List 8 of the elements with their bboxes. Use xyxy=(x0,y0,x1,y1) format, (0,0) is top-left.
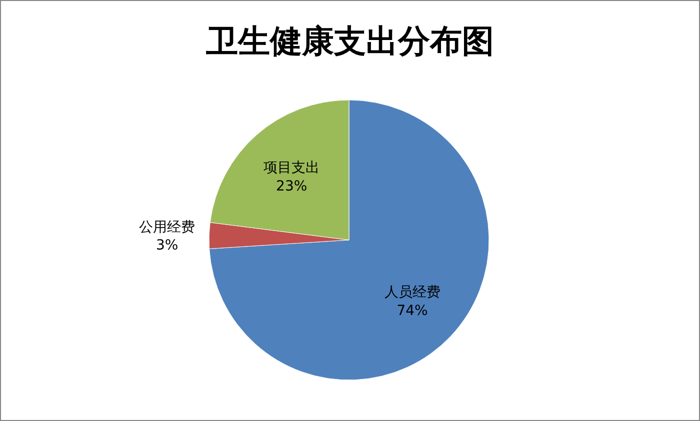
pie-slice xyxy=(209,100,490,380)
data-label: 23% xyxy=(276,178,308,194)
data-label: 74% xyxy=(396,302,428,319)
slice-label: 人员经费 xyxy=(384,284,440,301)
data-label: 3% xyxy=(156,238,178,254)
slice-label: 公用经费 xyxy=(139,219,196,236)
slice-label: 项目支出 xyxy=(264,160,320,176)
chart-title: 卫生健康支出分布图 xyxy=(205,22,494,60)
